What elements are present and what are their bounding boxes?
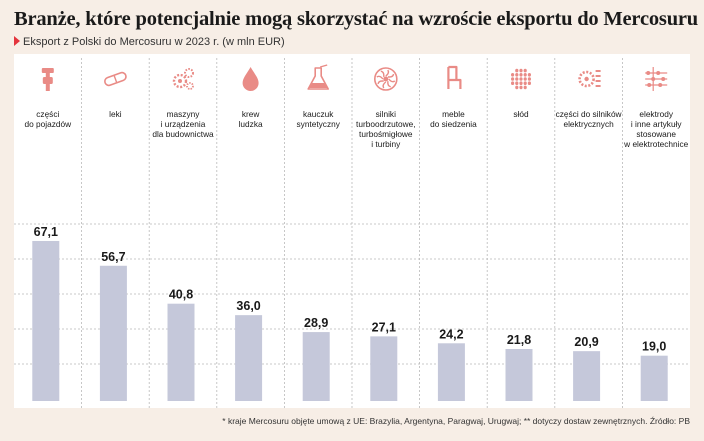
category-label: meble — [442, 109, 465, 119]
bar — [437, 343, 465, 401]
category-label: kauczuk — [303, 109, 334, 119]
chart-subtitle: Eksport z Polski do Mercosuru w 2023 r. … — [14, 36, 285, 48]
category-label: ludzka — [239, 119, 263, 129]
bar-value-label: 67,1 — [34, 225, 58, 239]
category-label: i turbiny — [371, 139, 401, 149]
category-label: słód — [513, 109, 529, 119]
category-label: części — [36, 109, 59, 119]
bar — [235, 315, 263, 401]
bar-value-label: 21,8 — [507, 333, 531, 347]
category-label: krew — [242, 109, 261, 119]
bar-value-label: 56,7 — [101, 250, 125, 264]
category-label: leki — [109, 109, 122, 119]
bar-value-label: 24,2 — [439, 327, 463, 341]
bar — [302, 332, 330, 401]
bar — [573, 351, 601, 401]
turbine-icon — [373, 67, 398, 91]
bar-value-label: 20,9 — [574, 335, 598, 349]
bar — [99, 265, 127, 401]
chart-subtitle-text: Eksport z Polski do Mercosuru w 2023 r. … — [23, 36, 285, 48]
category-label: silniki — [376, 109, 396, 119]
category-label: stosowane — [636, 129, 676, 139]
bar — [167, 303, 195, 401]
chart-title: Branże, które potencjalnie mogą skorzyst… — [14, 8, 698, 30]
category-label: turboodrzutowe, — [356, 119, 416, 129]
category-label: elektrody — [639, 109, 674, 119]
blood-drop-icon — [242, 67, 259, 91]
electric-motor-parts-icon — [578, 70, 601, 88]
category-label: elektrycznych — [563, 119, 614, 129]
category-label: turbośmigłowe — [359, 129, 413, 139]
category-label: i inne artykuły — [631, 119, 683, 129]
bar — [640, 355, 668, 401]
bar — [370, 336, 398, 401]
bar — [32, 240, 60, 401]
bar-value-label: 36,0 — [236, 299, 260, 313]
footnote: * kraje Mercosuru objęte umową z UE: Bra… — [222, 416, 690, 426]
circuit-icon — [645, 67, 668, 91]
pill-capsule-icon — [104, 71, 127, 87]
category-label: do siedzenia — [430, 119, 477, 129]
bar-value-label: 40,8 — [169, 288, 193, 302]
category-label: do pojazdów — [25, 119, 73, 129]
gears-icon — [172, 68, 194, 90]
category-label: syntetyczny — [297, 119, 341, 129]
category-label: w elektrotechnice — [623, 139, 688, 149]
malt-grains-icon — [511, 68, 531, 90]
category-label: maszyny — [167, 109, 201, 119]
bar-value-label: 28,9 — [304, 316, 328, 330]
category-label: dla budownictwa — [152, 129, 214, 139]
category-label: i urządzenia — [161, 119, 206, 129]
bar-value-label: 19,0 — [642, 340, 666, 354]
subtitle-marker-icon — [14, 36, 20, 46]
chart-panel: części do pojazdów 67,1 leki 56,7 maszyny i ur… — [14, 54, 690, 408]
flask-icon — [307, 64, 330, 90]
bar — [505, 349, 533, 401]
category-label: części do silników — [556, 109, 623, 119]
spray-gun-icon — [41, 68, 54, 91]
chair-icon — [447, 65, 462, 89]
bar-value-label: 27,1 — [372, 320, 396, 334]
